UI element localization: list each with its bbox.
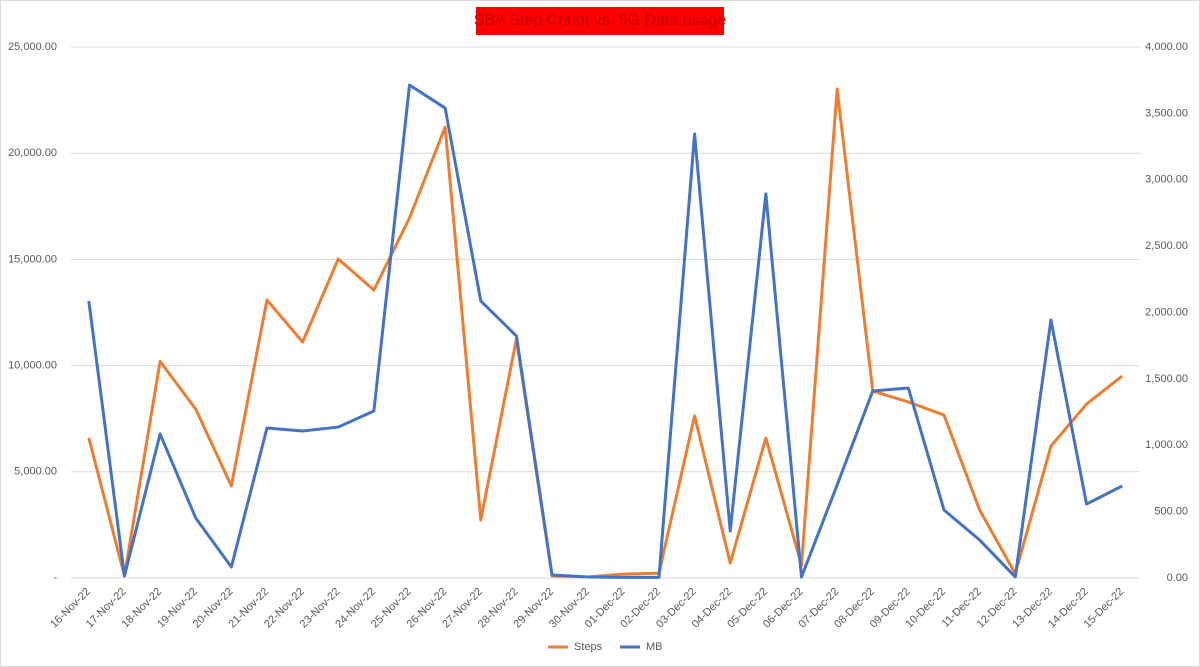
y2-tick-label: 3,000.00 — [1145, 174, 1188, 186]
legend-label: MB — [646, 641, 663, 653]
y2-tick-label: 500.00 — [1154, 506, 1188, 518]
series-line — [87, 87, 1124, 579]
y2-tick-label: 1,000.00 — [1145, 439, 1188, 451]
y2-tick-label: 1,500.00 — [1145, 373, 1188, 385]
y2-tick-label: 2,000.00 — [1145, 306, 1188, 318]
title-box — [476, 7, 724, 35]
y-tick-label: 10,000.00 — [8, 360, 57, 372]
chart-title: SBA Step Count vs. 5G Data usage — [474, 12, 727, 29]
legend-label: Steps — [574, 641, 603, 653]
y-tick-label: 15,000.00 — [8, 253, 57, 265]
y-tick-label: 5,000.00 — [14, 466, 57, 478]
y2-tick-label: 0.00 — [1167, 572, 1188, 584]
y2-tick-label: 4,000.00 — [1145, 41, 1188, 53]
series-line — [87, 83, 1123, 579]
y2-tick-label: 3,500.00 — [1145, 107, 1188, 119]
y-tick-label: 20,000.00 — [8, 147, 57, 159]
y-tick-label: - — [53, 572, 57, 584]
y-tick-label: 25,000.00 — [8, 41, 57, 53]
y2-tick-label: 2,500.00 — [1145, 240, 1188, 252]
